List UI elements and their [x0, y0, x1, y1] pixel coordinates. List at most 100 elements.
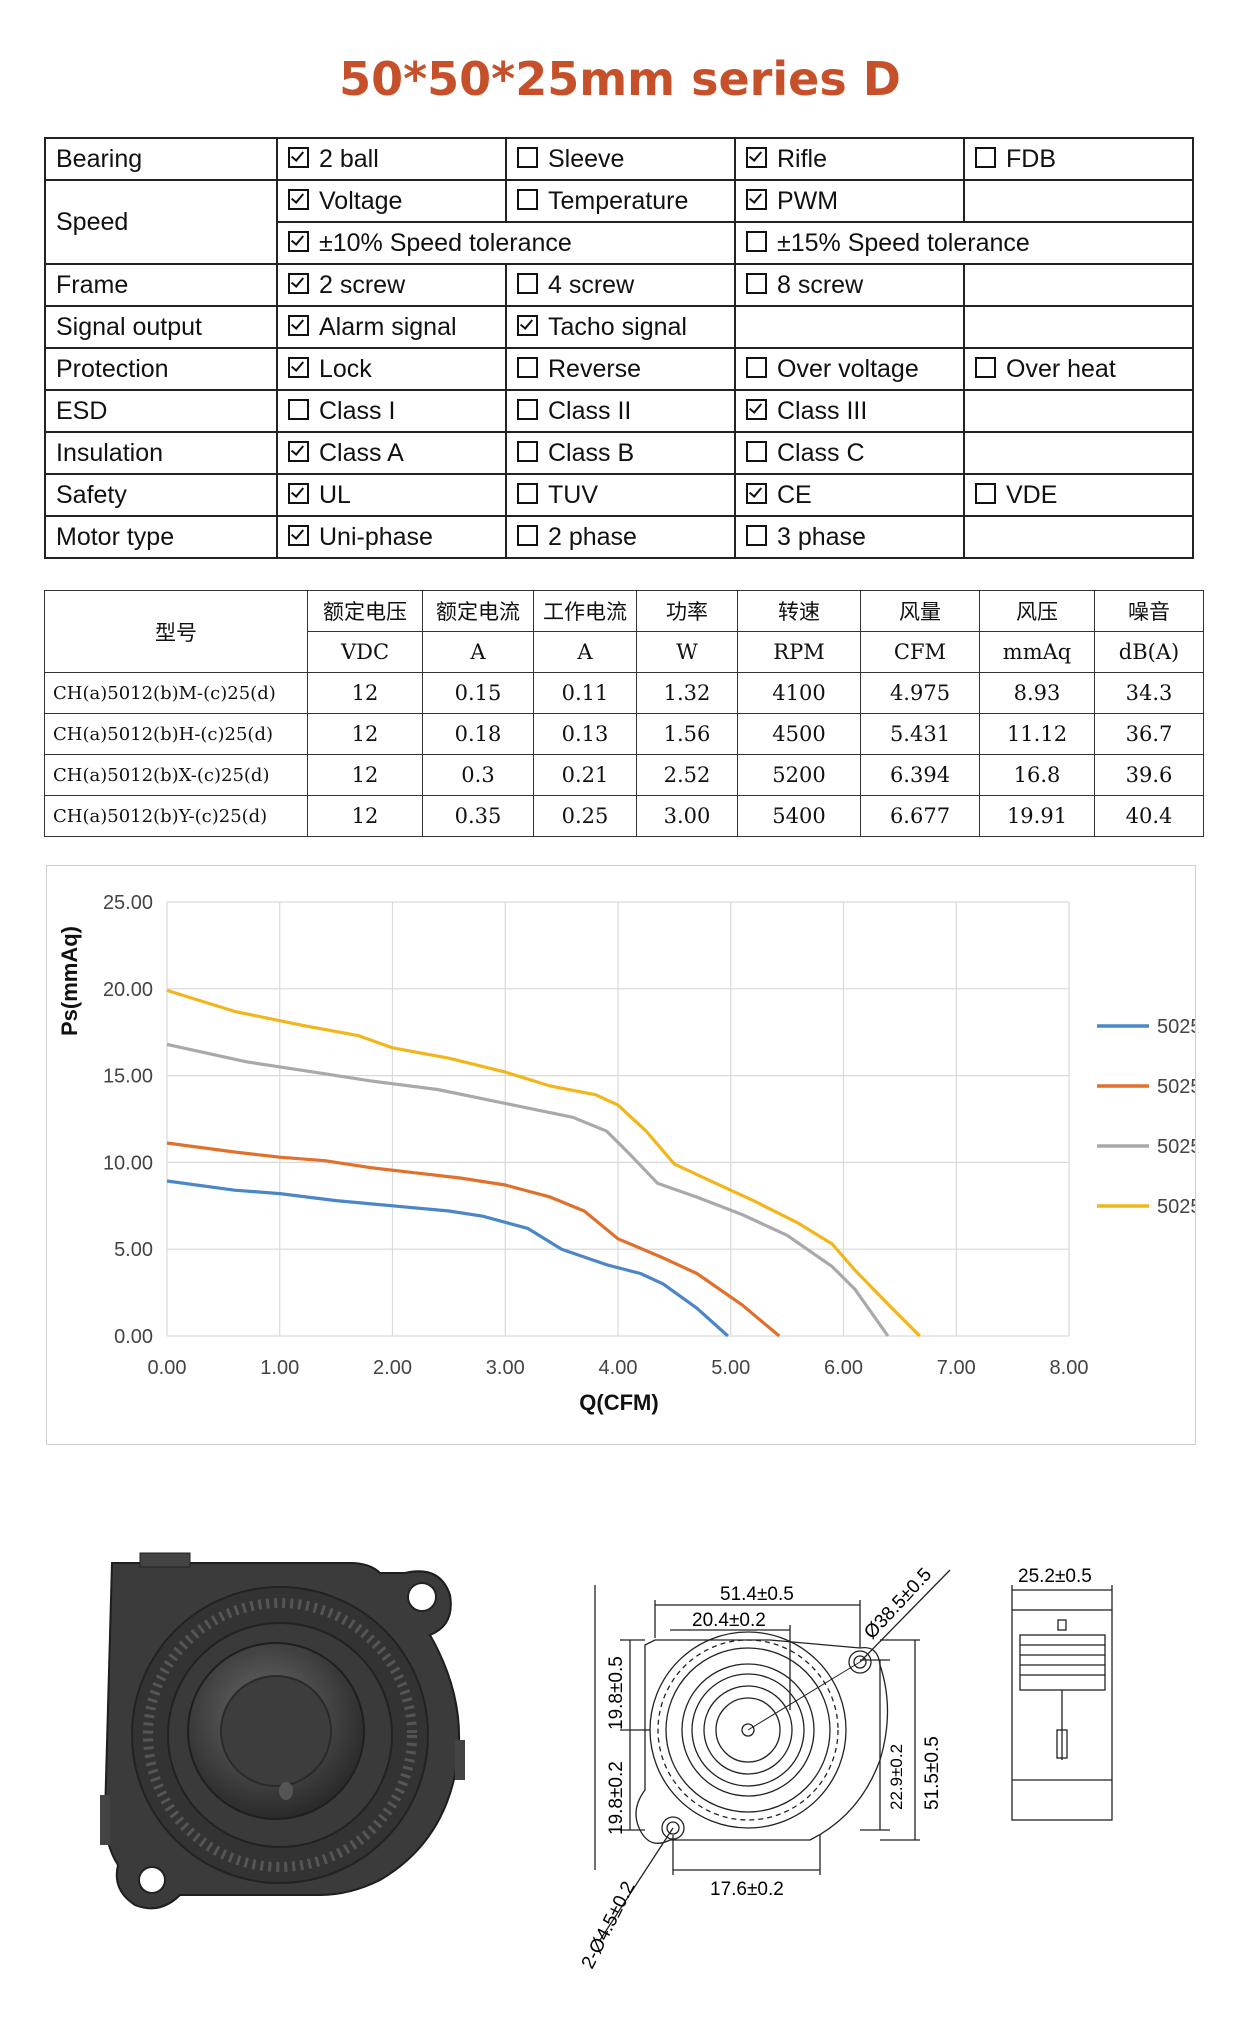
checked-box-icon — [288, 482, 309, 504]
dim-width-label: 51.4±0.5 — [720, 1584, 794, 1605]
perf-value-cell: 5.431 — [860, 713, 980, 755]
perf-header-cell: 额定电压 — [307, 590, 423, 632]
spec-row: Safety UL TUV CE VDE — [44, 473, 1194, 517]
page-title: 50*50*25mm series D — [339, 52, 901, 106]
perf-value-cell: 34.3 — [1094, 672, 1204, 714]
perf-value-cell: 0.13 — [533, 713, 637, 755]
perf-value-cell: 6.394 — [860, 754, 980, 796]
spec-option-cell: ±15% Speed tolerance — [734, 221, 1194, 265]
legend-label: 5025D-M — [1157, 1016, 1195, 1038]
spec-option-cell: Over voltage — [734, 347, 965, 391]
perf-value-cell: 16.8 — [979, 754, 1095, 796]
spec-option-label: Over heat — [1006, 354, 1116, 383]
y-tick-label: 20.00 — [103, 979, 153, 1001]
spec-row-label: Frame — [44, 263, 278, 307]
spec-option-label: Voltage — [319, 186, 403, 215]
spec-row: Speed Voltage Temperature PWM — [44, 179, 1194, 265]
dim-holes-label: 2-Ø4.5±0.2 — [578, 1878, 640, 1972]
y-tick-label: 15.00 — [103, 1066, 153, 1088]
perf-unit-cell: dB(A) — [1094, 631, 1204, 673]
spec-option-cell: Class B — [505, 431, 736, 475]
spec-option-cell — [963, 305, 1194, 349]
chart-ticks: 0.00 1.00 2.00 3.00 4.00 5.00 6.00 7.00 8.00 0.00… — [103, 892, 1089, 1379]
spec-option-cell: Temperature — [505, 179, 736, 223]
spec-option-label: 8 screw — [777, 270, 864, 299]
perf-value-cell: 39.6 — [1094, 754, 1204, 796]
spec-row-label: Safety — [44, 473, 278, 517]
perf-value-cell: 4100 — [737, 672, 861, 714]
spec-option-cell: Reverse — [505, 347, 736, 391]
spec-option-label: TUV — [548, 480, 598, 509]
unchecked-box-icon — [975, 356, 996, 378]
checked-box-icon — [746, 482, 767, 504]
table-row: CH(a)5012(b)Y-(c)25(d) 12 0.35 0.25 3.00 5400… — [44, 795, 1204, 837]
unchecked-box-icon — [746, 524, 767, 546]
chart-grid — [166, 901, 1070, 1337]
perf-value-cell: 0.35 — [422, 795, 534, 837]
spec-option-label: Tacho signal — [548, 312, 687, 341]
spec-option-label: Over voltage — [777, 354, 919, 383]
perf-value-cell: 0.18 — [422, 713, 534, 755]
spec-option-label: Class I — [319, 396, 396, 425]
spec-row: Insulation Class A Class B Class C — [44, 431, 1194, 475]
perf-value-cell: 11.12 — [979, 713, 1095, 755]
spec-option-cell — [963, 515, 1194, 559]
spec-option-label: UL — [319, 480, 351, 509]
spec-row: ±10% Speed tolerance ±15% Speed tolerance — [45, 221, 1194, 265]
perf-value-cell: 19.91 — [979, 795, 1095, 837]
unchecked-box-icon — [746, 440, 767, 462]
unchecked-box-icon — [517, 524, 538, 546]
spec-option-cell — [963, 389, 1194, 433]
legend-label: 5025D-H — [1157, 1076, 1195, 1098]
spec-row-label: Insulation — [44, 431, 278, 475]
spec-row: Bearing 2 ball Sleeve Rifle FDB — [44, 137, 1194, 181]
spec-option-label: 2 phase — [548, 522, 637, 551]
front-dimension-drawing: 51.4±0.5 20.4±0.2 Ø38.5±0.5 19.8±0.5 19.… — [578, 1564, 951, 1972]
perf-value-cell: 12 — [307, 713, 423, 755]
y-axis-label: Ps(mmAq) — [57, 926, 82, 1036]
x-tick-label: 7.00 — [937, 1357, 976, 1379]
unchecked-box-icon — [288, 398, 309, 420]
perf-value-cell: 4.975 — [860, 672, 980, 714]
spec-row-label: ESD — [44, 389, 278, 433]
perf-header-cell: 噪音 — [1094, 590, 1204, 632]
spec-option-cell: TUV — [505, 473, 736, 517]
perf-value-cell: 5400 — [737, 795, 861, 837]
perf-value-cell: 1.56 — [636, 713, 738, 755]
perf-value-cell: 12 — [307, 672, 423, 714]
spec-option-label: Sleeve — [548, 144, 625, 173]
spec-option-label: Class II — [548, 396, 632, 425]
spec-option-cell: Class A — [276, 431, 507, 475]
spec-row: Motor type Uni-phase 2 phase 3 phase — [44, 515, 1194, 559]
spec-option-label: FDB — [1006, 144, 1056, 173]
spec-option-label: 2 ball — [319, 144, 379, 173]
unchecked-box-icon — [517, 398, 538, 420]
checked-box-icon — [288, 188, 309, 210]
spec-row-label: Speed — [44, 179, 278, 265]
unchecked-box-icon — [517, 272, 538, 294]
dim-height-label: 51.5±0.5 — [922, 1736, 943, 1810]
perf-value-cell: 8.93 — [979, 672, 1095, 714]
spec-option-label: Class III — [777, 396, 868, 425]
perf-value-cell: 0.21 — [533, 754, 637, 796]
pq-curve-chart: 0.00 1.00 2.00 3.00 4.00 5.00 6.00 7.00 8.00 0.00… — [46, 865, 1239, 1445]
spec-option-cell: CE — [734, 473, 965, 517]
table-row: CH(a)5012(b)H-(c)25(d) 12 0.18 0.13 1.56 4500… — [44, 713, 1204, 755]
spec-row: ESD Class I Class II Class III — [44, 389, 1194, 433]
perf-value-cell: 36.7 — [1094, 713, 1204, 755]
spec-row: Signal output Alarm signal Tacho signal — [44, 305, 1194, 349]
table-row: CH(a)5012(b)M-(c)25(d) 12 0.15 0.11 1.32 4100… — [44, 672, 1204, 714]
perf-unit-cell: A — [422, 631, 534, 673]
x-tick-label: 3.00 — [486, 1357, 525, 1379]
checked-box-icon — [746, 188, 767, 210]
y-tick-label: 10.00 — [103, 1152, 153, 1174]
x-tick-label: 0.00 — [148, 1357, 187, 1379]
perf-value-cell: 40.4 — [1094, 795, 1204, 837]
model-cell: CH(a)5012(b)H-(c)25(d) — [44, 713, 308, 755]
spec-option-cell: Alarm signal — [276, 305, 507, 349]
perf-value-cell: 0.15 — [422, 672, 534, 714]
spec-option-cell: Rifle — [734, 137, 965, 181]
unchecked-box-icon — [517, 356, 538, 378]
spec-option-cell: Voltage — [276, 179, 507, 223]
perf-unit-cell: RPM — [737, 631, 861, 673]
